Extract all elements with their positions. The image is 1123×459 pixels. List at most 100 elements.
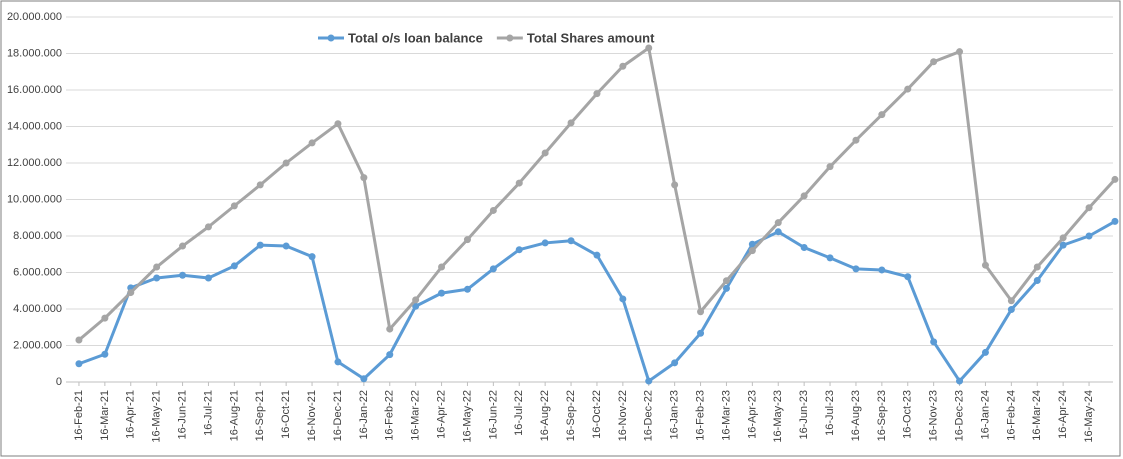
point bbox=[748, 247, 756, 255]
point bbox=[1033, 277, 1041, 285]
point bbox=[360, 375, 368, 383]
x-tick-label: 16-Dec-22 bbox=[643, 390, 655, 441]
point bbox=[619, 295, 627, 303]
point bbox=[1033, 263, 1041, 271]
point bbox=[515, 179, 523, 187]
y-tick-label: 20.000.000 bbox=[7, 11, 62, 23]
x-tick-label: 16-Feb-24 bbox=[1005, 390, 1017, 441]
point bbox=[748, 240, 756, 248]
y-tick-label: 10.000.000 bbox=[7, 193, 62, 205]
x-tick-label: 16-Jul-22 bbox=[513, 390, 525, 436]
point bbox=[256, 181, 264, 189]
point bbox=[541, 149, 549, 157]
point bbox=[334, 120, 342, 128]
point bbox=[101, 314, 109, 322]
point bbox=[826, 163, 834, 171]
point bbox=[1059, 241, 1067, 249]
point bbox=[567, 237, 575, 245]
point bbox=[308, 139, 316, 147]
x-tick-label: 16-Jun-22 bbox=[487, 390, 499, 440]
x-tick-label: 16-Jun-21 bbox=[176, 390, 188, 440]
point bbox=[671, 359, 679, 367]
point bbox=[75, 336, 83, 344]
x-tick-label: 16-Feb-22 bbox=[384, 390, 396, 441]
point bbox=[1059, 234, 1067, 242]
legend-label: Total o/s loan balance bbox=[348, 30, 483, 45]
point bbox=[800, 192, 808, 200]
point bbox=[800, 243, 808, 251]
point bbox=[515, 246, 523, 254]
point bbox=[360, 174, 368, 182]
x-tick-label: 16-Sep-23 bbox=[876, 390, 888, 441]
x-tick-label: 16-May-21 bbox=[151, 390, 163, 443]
x-tick-label: 16-Feb-23 bbox=[694, 390, 706, 441]
point bbox=[282, 159, 290, 167]
point bbox=[463, 236, 471, 244]
y-tick-label: 16.000.000 bbox=[7, 84, 62, 96]
x-tick-label: 16-Aug-23 bbox=[850, 390, 862, 441]
point bbox=[308, 253, 316, 261]
x-tick-label: 16-Aug-22 bbox=[539, 390, 551, 441]
y-tick-label: 6.000.000 bbox=[13, 266, 62, 278]
x-tick-label: 16-Apr-21 bbox=[125, 390, 137, 439]
point bbox=[697, 308, 705, 316]
point bbox=[282, 242, 290, 250]
point bbox=[1007, 306, 1015, 314]
point bbox=[386, 325, 394, 333]
point bbox=[722, 277, 730, 285]
point bbox=[101, 350, 109, 358]
legend-marker bbox=[506, 34, 514, 42]
point bbox=[1085, 232, 1093, 240]
x-tick-label: 16-Dec-23 bbox=[953, 390, 965, 441]
point bbox=[438, 289, 446, 297]
point bbox=[567, 119, 575, 127]
x-tick-label: 16-Mar-21 bbox=[99, 390, 111, 441]
point bbox=[1111, 175, 1119, 183]
point bbox=[774, 228, 782, 236]
point bbox=[1007, 297, 1015, 305]
point bbox=[593, 90, 601, 98]
point bbox=[956, 377, 964, 385]
point bbox=[412, 296, 420, 304]
point bbox=[671, 181, 679, 189]
point bbox=[930, 58, 938, 66]
point bbox=[489, 206, 497, 214]
point bbox=[930, 338, 938, 346]
y-tick-label: 0 bbox=[56, 376, 62, 388]
point bbox=[541, 239, 549, 247]
point bbox=[645, 44, 653, 52]
point bbox=[852, 265, 860, 273]
legend-marker bbox=[327, 34, 335, 42]
point bbox=[153, 274, 161, 282]
x-tick-label: 16-Jul-21 bbox=[202, 390, 214, 436]
x-tick-label: 16-Sep-21 bbox=[254, 390, 266, 441]
point bbox=[75, 360, 83, 368]
x-tick-label: 16-Aug-21 bbox=[228, 390, 240, 441]
y-tick-label: 18.000.000 bbox=[7, 47, 62, 59]
y-tick-label: 14.000.000 bbox=[7, 120, 62, 132]
x-tick-label: 16-Nov-23 bbox=[928, 390, 940, 441]
point bbox=[153, 263, 161, 271]
x-tick-label: 16-May-22 bbox=[461, 390, 473, 443]
point bbox=[697, 329, 705, 337]
point bbox=[386, 351, 394, 359]
legend-label: Total Shares amount bbox=[527, 30, 655, 45]
x-tick-label: 16-Mar-22 bbox=[410, 390, 422, 441]
point bbox=[230, 262, 238, 270]
x-tick-label: 16-Nov-22 bbox=[617, 390, 629, 441]
point bbox=[204, 223, 212, 231]
x-tick-label: 16-Mar-23 bbox=[720, 390, 732, 441]
x-tick-label: 16-Apr-23 bbox=[746, 390, 758, 439]
y-tick-label: 8.000.000 bbox=[13, 230, 62, 242]
x-tick-label: 16-Oct-23 bbox=[902, 390, 914, 439]
x-tick-label: 16-Nov-21 bbox=[306, 390, 318, 441]
point bbox=[204, 274, 212, 282]
x-tick-label: 16-Jan-24 bbox=[979, 390, 991, 440]
point bbox=[981, 348, 989, 356]
x-tick-label: 16-Jul-23 bbox=[824, 390, 836, 436]
point bbox=[127, 289, 135, 297]
x-tick-label: 16-Sep-22 bbox=[565, 390, 577, 441]
point bbox=[256, 241, 264, 249]
